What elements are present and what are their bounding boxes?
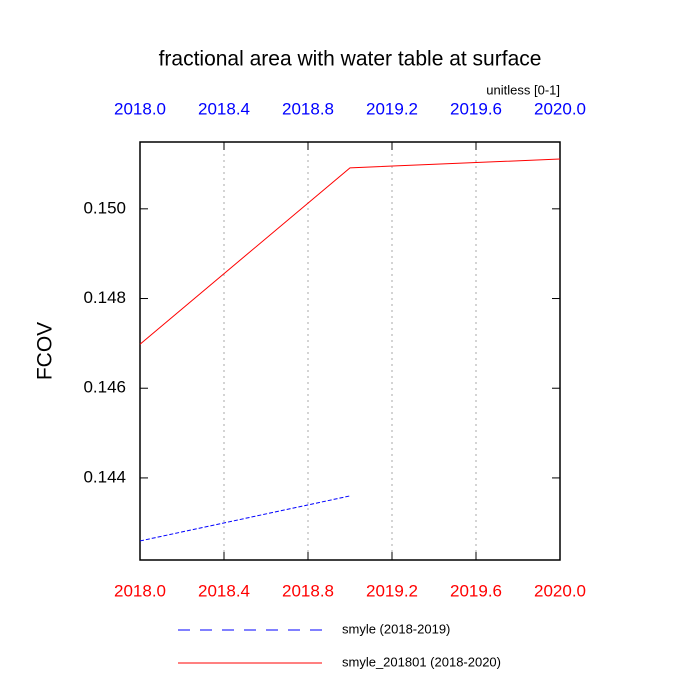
x-tick-label: 2018.8 — [282, 581, 334, 600]
y-tick-label: 0.148 — [83, 288, 126, 307]
x2-tick-label: 2018.8 — [282, 99, 334, 118]
x2-tick-label: 2019.2 — [366, 99, 418, 118]
x2-tick-label: 2020.0 — [534, 99, 586, 118]
series-line — [139, 158, 561, 345]
legend-label: smyle (2018-2019) — [342, 621, 450, 636]
x2-tick-label: 2019.6 — [450, 99, 502, 118]
y-tick-label: 0.150 — [83, 198, 126, 217]
y-tick-label: 0.144 — [83, 467, 126, 486]
x-tick-label: 2018.0 — [114, 581, 166, 600]
chart-title: fractional area with water table at surf… — [159, 48, 542, 71]
x-tick-label: 2018.4 — [198, 581, 250, 600]
x-tick-label: 2019.6 — [450, 581, 502, 600]
y-axis-label: FCOV — [34, 322, 57, 380]
x2-tick-label: 2018.0 — [114, 99, 166, 118]
chart-subtitle: unitless [0-1] — [486, 82, 560, 97]
x2-tick-label: 2018.4 — [198, 99, 250, 118]
plot-frame — [139, 141, 561, 561]
legend-label: smyle_201801 (2018-2020) — [342, 654, 501, 669]
x-tick-label: 2019.2 — [366, 581, 418, 600]
x-tick-label: 2020.0 — [534, 581, 586, 600]
y-tick-label: 0.146 — [83, 378, 126, 397]
